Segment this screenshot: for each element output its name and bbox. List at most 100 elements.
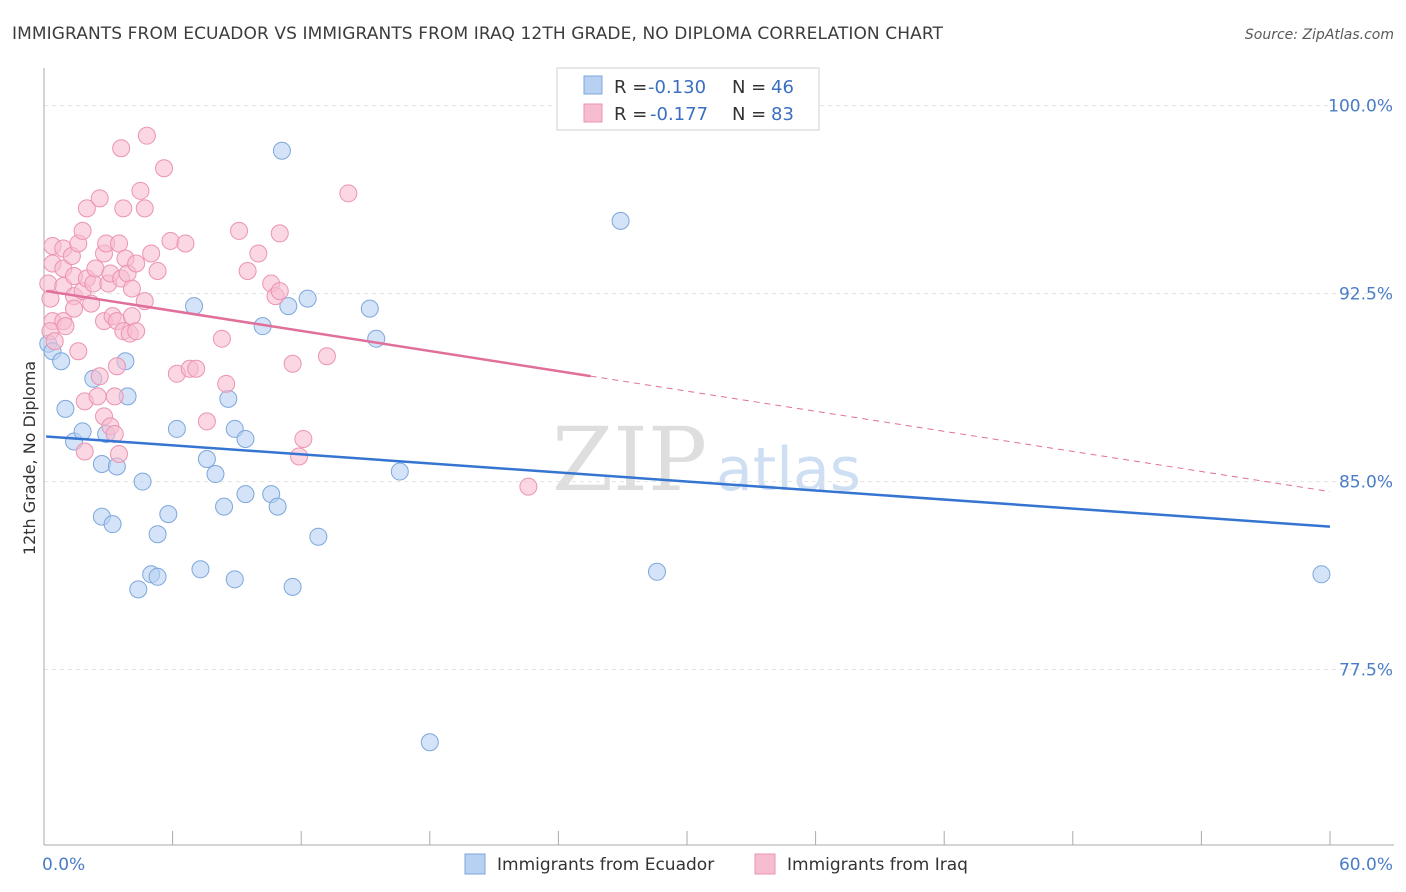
- data-point-s0-22: [191, 560, 210, 579]
- data-point-s0-19: [148, 567, 167, 586]
- data-point-s1-66: [187, 359, 206, 378]
- data-point-s0-37: [298, 289, 317, 308]
- data-point-s1-41: [107, 357, 126, 376]
- data-point-s1-68: [212, 329, 231, 348]
- data-point-s1-25: [84, 274, 103, 293]
- legend-n-value-ecuador: 46: [771, 77, 794, 98]
- data-point-s0-28: [225, 570, 244, 589]
- data-point-s0-35: [279, 297, 298, 316]
- data-point-s1-72: [249, 244, 268, 263]
- data-point-s1-52: [122, 307, 141, 326]
- data-point-s1-3: [41, 289, 60, 308]
- data-point-s1-38: [105, 387, 124, 406]
- series-points-1: [39, 126, 538, 496]
- data-point-s0-2: [52, 352, 71, 371]
- data-point-s1-60: [148, 262, 167, 281]
- data-point-s0-29: [236, 485, 255, 504]
- chart-title: IMMIGRANTS FROM ECUADOR VS IMMIGRANTS FR…: [12, 24, 944, 44]
- data-point-s1-18: [73, 221, 92, 240]
- data-point-s0-30: [236, 429, 255, 448]
- data-point-s0-33: [268, 497, 287, 516]
- watermark-zip-text: ZIP: [552, 408, 707, 511]
- data-point-s1-55: [131, 181, 150, 200]
- data-point-s0-8: [92, 455, 111, 474]
- y-axis-label: 12th Grade, No Diploma: [20, 361, 39, 555]
- data-point-s1-77: [283, 354, 302, 373]
- series-legend: Immigrants from Ecuador Immigrants from …: [464, 853, 968, 875]
- data-point-s1-6: [45, 332, 64, 351]
- series-legend-swatch-iraq: [754, 853, 776, 875]
- y-axis-tick-labels: 100.0% 92.5% 85.0% 77.5%: [1328, 97, 1393, 681]
- data-point-s1-61: [155, 159, 174, 178]
- legend-swatch-iraq: [583, 103, 603, 123]
- data-point-s0-36: [283, 577, 302, 596]
- data-point-s1-2: [39, 274, 58, 293]
- correlation-legend: R = -0.130 N = 46 R = -0.177 N = 83: [556, 67, 820, 131]
- data-point-s1-15: [65, 299, 84, 318]
- data-point-s1-17: [69, 342, 88, 361]
- y-tick-label-85: 85.0%: [1339, 473, 1393, 493]
- data-point-s1-80: [317, 347, 336, 366]
- data-point-s1-21: [75, 442, 94, 461]
- data-point-s0-14: [133, 472, 152, 491]
- data-point-s0-34: [272, 141, 291, 160]
- series-legend-label-ecuador: Immigrants from Ecuador: [497, 855, 714, 875]
- trend-line-s1: [45, 289, 591, 378]
- data-point-s1-69: [217, 374, 236, 393]
- legend-r-label-ecuador: R =: [614, 77, 647, 98]
- data-point-s0-43: [611, 211, 630, 230]
- data-point-s0-3: [56, 399, 75, 418]
- y-tick-label-92-5: 92.5%: [1339, 285, 1393, 305]
- y-tick-label-77-5: 77.5%: [1339, 661, 1393, 681]
- data-point-s1-58: [137, 126, 156, 145]
- watermark: ZIP atlas: [552, 408, 861, 511]
- data-point-s0-26: [219, 389, 238, 408]
- data-point-s0-44: [647, 562, 666, 581]
- legend-r-value-iraq: -0.177: [650, 104, 708, 125]
- data-point-s0-39: [360, 299, 379, 318]
- data-point-s1-62: [161, 231, 180, 250]
- legend-n-value-iraq: 83: [771, 104, 794, 125]
- data-point-s1-43: [110, 444, 129, 463]
- legend-swatch-ecuador: [583, 75, 603, 95]
- data-point-s0-15: [148, 525, 167, 544]
- data-point-s0-42: [420, 733, 439, 752]
- data-point-s1-82: [519, 477, 538, 496]
- data-point-s0-41: [390, 462, 409, 481]
- data-point-s1-81: [339, 184, 358, 203]
- data-point-s0-24: [206, 465, 225, 484]
- data-point-s1-70: [230, 221, 249, 240]
- x-axis-ticks: [43, 831, 1331, 845]
- watermark-atlas-text: atlas: [716, 435, 861, 505]
- data-point-s1-71: [238, 262, 257, 281]
- data-point-s0-20: [167, 419, 186, 438]
- legend-n-label-iraq: N =: [732, 104, 766, 125]
- data-point-s1-53: [127, 254, 146, 273]
- data-point-s1-54: [127, 322, 146, 341]
- data-point-s1-79: [294, 429, 313, 448]
- chart-source: Source: ZipAtlas.com: [1245, 27, 1394, 43]
- data-point-s0-13: [103, 515, 122, 534]
- data-point-s1-27: [88, 387, 107, 406]
- x-axis-tick-labels: 0.0% 60.0%: [42, 855, 1393, 875]
- legend-r-label-iraq: R =: [614, 104, 647, 125]
- data-point-s0-17: [129, 580, 148, 599]
- data-point-s1-46: [114, 199, 133, 218]
- data-point-s0-38: [309, 527, 328, 546]
- data-point-s1-44: [112, 139, 131, 158]
- data-point-s1-42: [110, 234, 129, 253]
- data-point-s1-11: [56, 317, 75, 336]
- x-tick-label-60: 60.0%: [1339, 855, 1393, 875]
- x-tick-label-0: 0.0%: [42, 855, 85, 875]
- data-point-s1-51: [122, 279, 141, 298]
- series-legend-label-iraq: Immigrants from Iraq: [787, 855, 968, 875]
- trend-line-dashed-s1: [590, 375, 1331, 493]
- data-point-s1-26: [86, 259, 105, 278]
- data-point-s1-29: [90, 367, 109, 386]
- data-point-s1-28: [90, 189, 109, 208]
- trend-lines: [45, 289, 1331, 528]
- data-point-s0-23: [197, 450, 216, 469]
- data-point-s1-76: [270, 282, 289, 301]
- data-point-s1-78: [290, 447, 309, 466]
